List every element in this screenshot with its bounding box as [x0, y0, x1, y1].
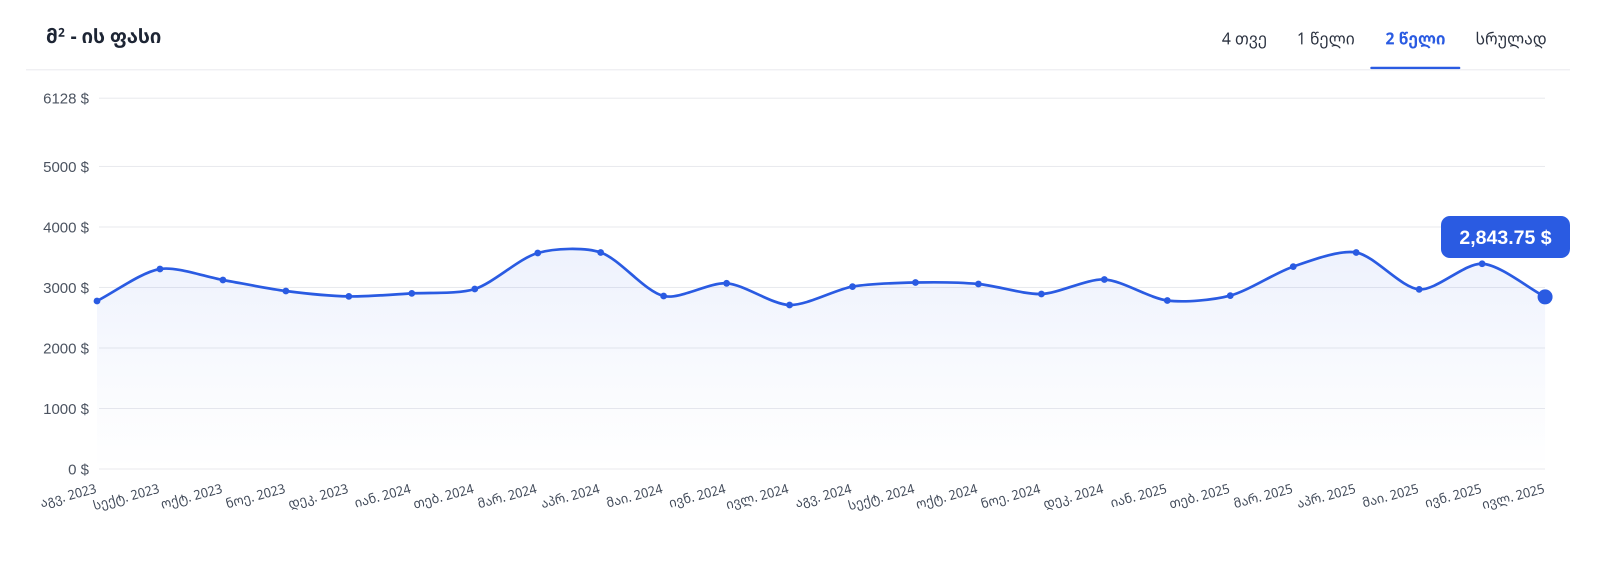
svg-text:2000 $: 2000 $	[43, 340, 90, 357]
svg-text:0 $: 0 $	[68, 461, 90, 478]
svg-text:6128 $: 6128 $	[43, 91, 90, 108]
svg-text:1000 $: 1000 $	[43, 401, 90, 418]
svg-text:5000 $: 5000 $	[43, 159, 90, 176]
svg-text:4000 $: 4000 $	[43, 219, 90, 236]
svg-text:2,843.75 $: 2,843.75 $	[1459, 227, 1551, 249]
svg-text:3000 $: 3000 $	[43, 280, 90, 297]
